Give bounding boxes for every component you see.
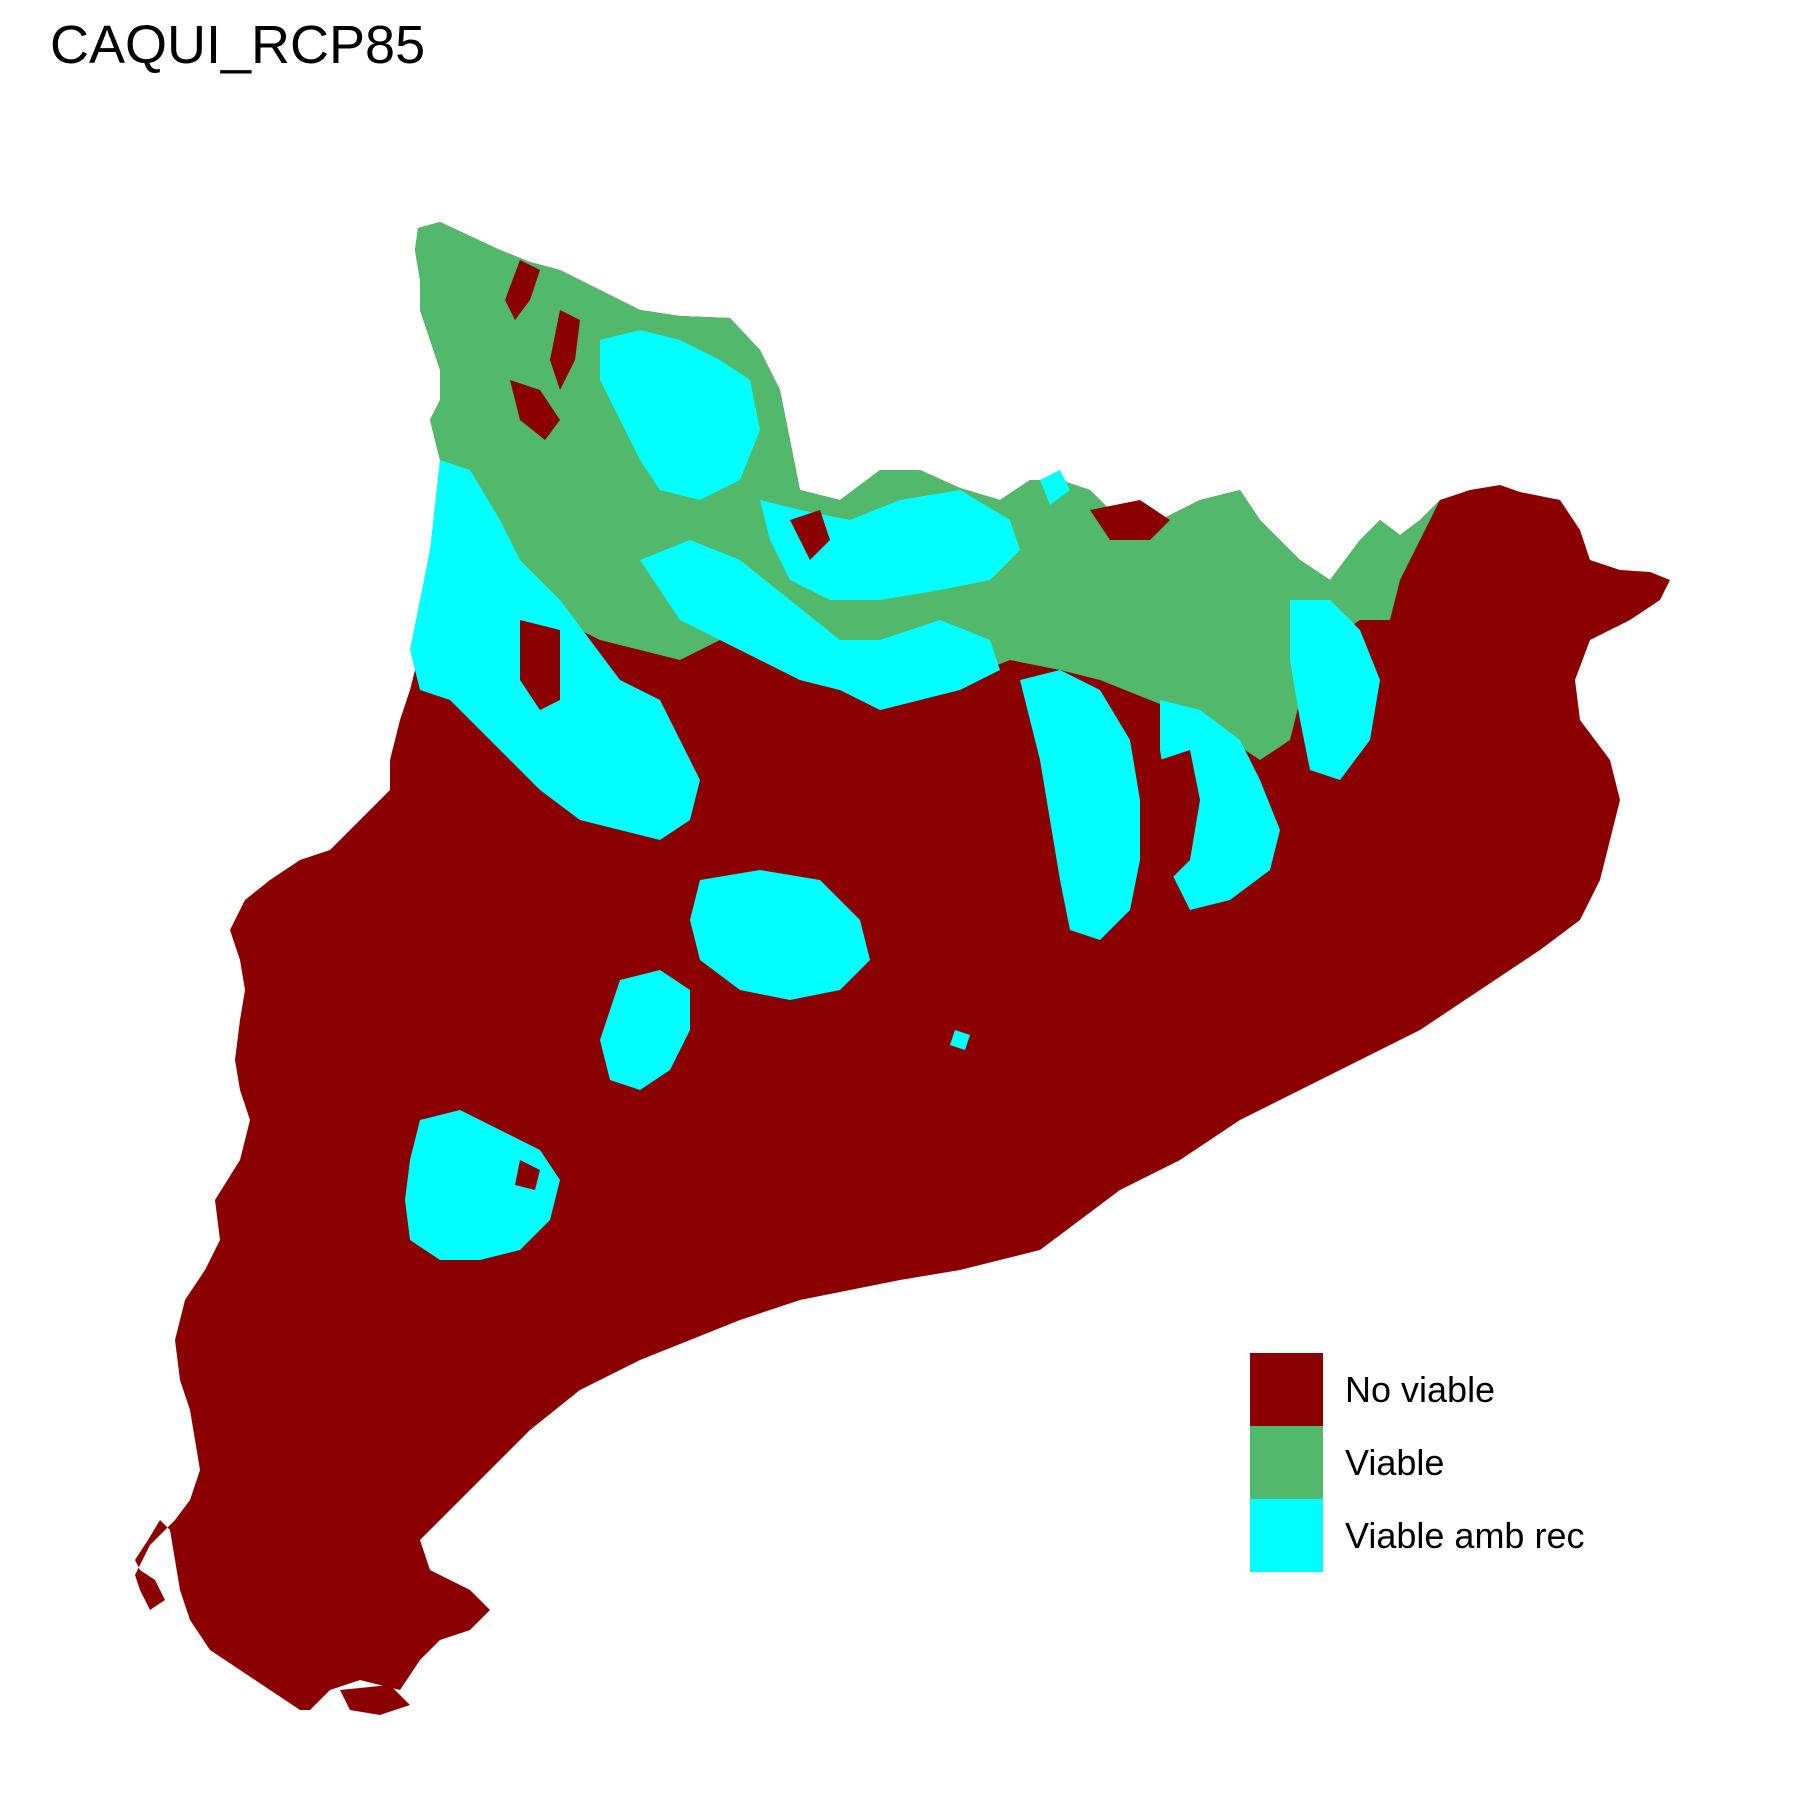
region-no-viable-valleys [505,260,1200,1190]
map-title: CAQUI_RCP85 [50,15,426,75]
legend-label-no-viable: No viable [1345,1368,1496,1410]
region-delta [340,1685,410,1715]
legend-item-viable-amb-rec: Viable amb rec [1250,1499,1584,1572]
legend-swatch-viable [1250,1426,1323,1499]
legend-item-no-viable: No viable [1250,1353,1584,1426]
legend-swatch-viable-amb-rec [1250,1499,1323,1572]
legend-swatch-no-viable [1250,1353,1323,1426]
legend-label-viable: Viable [1345,1441,1445,1483]
region-viable-amb-rec [405,330,1380,1260]
legend: No viable Viable Viable amb rec [1250,1353,1584,1572]
legend-item-viable: Viable [1250,1426,1584,1499]
legend-label-viable-amb-rec: Viable amb rec [1345,1514,1585,1556]
